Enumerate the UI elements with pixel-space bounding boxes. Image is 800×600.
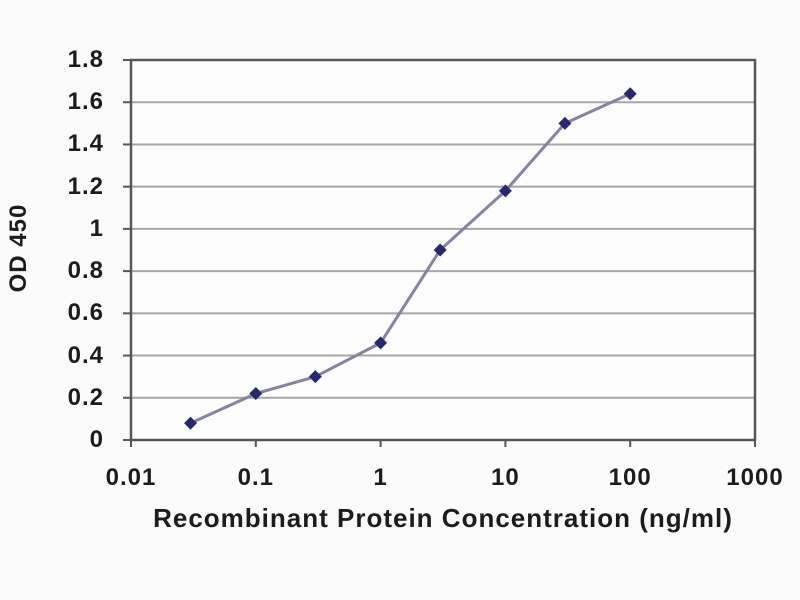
x-tick-label-0.1: 0.1 <box>237 464 274 491</box>
data-point-0.03 <box>184 416 198 430</box>
y-tick-label-0.6: 0.6 <box>67 299 104 327</box>
y-tick-label-1.8: 1.8 <box>67 46 104 73</box>
y-tick-label-0.4: 0.4 <box>67 341 104 369</box>
y-tick-label-0: 0 <box>89 426 104 453</box>
y-tick-label-1.2: 1.2 <box>67 172 104 200</box>
x-tick-label-0.01: 0.01 <box>105 464 157 491</box>
data-point-0.3 <box>308 370 322 384</box>
y-tick-label-1: 1 <box>89 214 104 242</box>
x-axis-title: Recombinant Protein Concentration (ng/ml… <box>153 503 733 533</box>
y-tick-label-1.4: 1.4 <box>67 130 104 158</box>
x-tick-label-1000: 1000 <box>726 464 784 491</box>
data-line-series-0 <box>189 92 631 425</box>
y-tick-label-1.6: 1.6 <box>67 88 104 116</box>
data-point-10 <box>498 184 512 198</box>
data-point-30 <box>558 116 572 130</box>
data-point-1 <box>374 336 388 350</box>
x-tick-label-1: 1 <box>373 464 388 491</box>
y-tick-label-0.2: 0.2 <box>67 383 104 411</box>
data-point-0.1 <box>249 387 263 401</box>
plot-border <box>129 58 757 442</box>
data-point-100 <box>623 87 637 101</box>
data-point-3 <box>433 243 447 257</box>
x-tick-label-100: 100 <box>608 464 652 491</box>
x-tick-label-10: 10 <box>491 464 520 491</box>
y-tick-label-0.8: 0.8 <box>67 257 104 285</box>
